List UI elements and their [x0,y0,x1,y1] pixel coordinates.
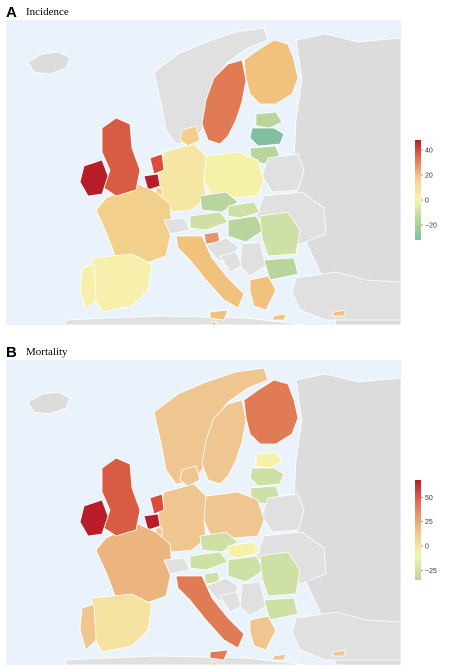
region-greece [249,615,287,661]
region-iceland [27,391,71,415]
region-portugal [79,603,97,651]
region-estonia [255,451,283,469]
region-netherlands [149,493,165,515]
region-denmark [179,125,201,147]
region-switzerland [163,217,191,235]
region-united-kingdom [101,457,141,537]
region-cyprus [331,309,347,317]
region-germany [157,143,207,213]
region-switzerland [163,557,191,575]
colorbar-tick-label: 0 [425,544,429,551]
panel-label-b: B [6,344,17,361]
colorbar-tick-label: 50 [425,495,433,502]
region-italy [175,575,245,661]
region-iceland [27,51,71,75]
colorbar-tick-label: 0 [425,198,429,205]
region-united-kingdom [101,117,141,197]
colorbar-tick-label: −25 [425,568,437,575]
region-netherlands [149,153,165,175]
region-france [95,523,173,607]
region-poland [201,151,265,199]
region-sweden [201,59,247,145]
region-finland [243,379,299,445]
region-bosnia-and-herzegovina [219,591,243,613]
region-belarus [261,493,305,533]
region-poland [201,491,265,539]
region-spain [89,253,153,313]
region-estonia [255,111,283,129]
region-finland [243,39,299,105]
region-ireland [79,159,109,197]
region-turkey [291,611,401,661]
region-bulgaria [263,257,299,281]
panel-title-incidence: Incidence [26,6,69,18]
region-north-africa [65,315,307,325]
region-austria [189,211,229,231]
mortality-color-legend: 50 25 0 −25 [412,477,452,587]
region-slovakia [227,541,261,559]
region-serbia [239,581,267,617]
region-germany [157,483,207,553]
region-malta [211,321,217,325]
colorbar [415,480,421,580]
region-france [95,183,173,267]
region-belarus [261,153,305,193]
incidence-map [6,20,401,325]
region-malta [211,661,217,665]
region-belgium [143,513,161,531]
region-spain [89,593,153,653]
region-portugal [79,263,97,311]
mortality-map [6,360,401,665]
region-ireland [79,499,109,537]
incidence-color-legend: 40 20 0 −20 [412,137,452,247]
panel-title-mortality: Mortality [26,346,68,358]
region-cyprus [331,649,347,657]
colorbar-tick-label: 20 [425,173,433,180]
region-hungary [227,555,265,583]
region-greece [249,275,287,321]
incidence-panel: A Incidence 40 20 0 −20 [0,0,453,330]
panel-label-a: A [6,4,17,21]
region-romania [259,211,301,257]
region-latvia [249,467,285,487]
region-romania [259,551,301,597]
region-turkey [291,271,401,321]
region-hungary [227,215,265,243]
colorbar [415,140,421,240]
region-italy [175,235,245,321]
colorbar-tick-label: −20 [425,223,437,230]
region-slovakia [227,201,261,219]
colorbar-tick-label: 40 [425,148,433,155]
region-sweden [201,399,247,485]
region-denmark [179,465,201,487]
region-north-africa [65,655,307,665]
region-serbia [239,241,267,277]
region-austria [189,551,229,571]
region-belgium [143,173,161,191]
region-bosnia-and-herzegovina [219,251,243,273]
colorbar-tick-label: 25 [425,519,433,526]
mortality-panel: B Mortality 50 25 0 −25 [0,340,453,669]
region-bulgaria [263,597,299,621]
region-latvia [249,127,285,147]
